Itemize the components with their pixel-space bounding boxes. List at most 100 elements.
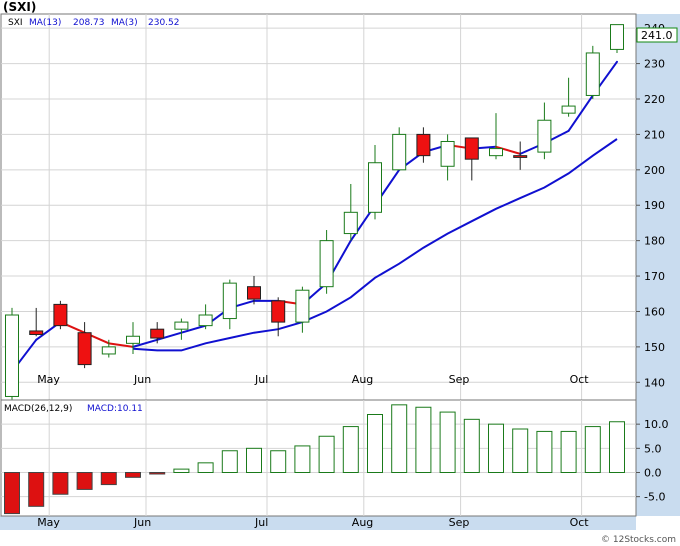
macd-label: MACD(26,12,9) <box>4 404 72 414</box>
macd-bar <box>488 423 504 473</box>
macd-bar <box>609 421 625 473</box>
macd-bar <box>246 447 262 474</box>
legend-symbol: SXI <box>8 18 23 28</box>
candle-body <box>537 119 552 153</box>
price-grid <box>1 14 636 400</box>
macd-axis-band <box>636 400 680 516</box>
legend-ma3-label: MA(3) <box>111 18 138 28</box>
price-y-ticks: 140150160170180190200210220230240 <box>636 22 665 389</box>
candle-body <box>150 328 165 339</box>
candle <box>489 113 503 160</box>
price-x-tick-label: Sep <box>449 373 470 386</box>
macd-bar <box>560 430 577 473</box>
macd-x-tick-label: Oct <box>570 516 590 529</box>
candle <box>198 304 213 330</box>
candle <box>126 322 140 354</box>
macd-x-tick-label: Jun <box>133 516 151 529</box>
price-y-tick-label: 140 <box>644 376 665 389</box>
ma3-series-segment <box>180 324 207 334</box>
candle-body <box>561 105 576 114</box>
price-y-tick-label: 220 <box>644 93 665 106</box>
macd-y-ticks: -5.0 0.0 5.0 10.0 <box>636 418 669 504</box>
candle-body <box>77 332 92 366</box>
candle <box>271 297 286 337</box>
candle-body <box>198 314 213 327</box>
candle <box>5 307 19 400</box>
price-panel-frame <box>0 13 637 401</box>
macd-bar <box>367 414 383 473</box>
macd-bar <box>4 472 20 515</box>
candle <box>150 322 165 344</box>
price-x-tick-label: Aug <box>352 373 373 386</box>
macd-x-tick-label: Sep <box>449 516 470 529</box>
price-y-tick-label: 160 <box>644 305 665 318</box>
candle-body <box>513 155 528 158</box>
candle-body <box>247 286 261 300</box>
candle-body <box>295 289 310 323</box>
candle-body <box>489 148 503 157</box>
candle <box>295 286 310 333</box>
candle-body <box>319 240 334 288</box>
candle-body <box>343 211 358 235</box>
candle-body <box>271 300 286 323</box>
candle <box>29 307 44 337</box>
candle-body <box>126 335 140 344</box>
candle <box>610 24 624 53</box>
macd-bar <box>391 404 408 474</box>
price-y-tick-label: 150 <box>644 341 665 354</box>
candle-body <box>440 140 455 167</box>
candle <box>513 141 528 170</box>
macd-bar <box>294 445 311 473</box>
macd-y-tick-label: 10.0 <box>644 418 669 431</box>
legend-ma13-label: MA(13) <box>29 18 61 28</box>
macd-x-ticks: May Jun Jul Aug Sep Oct <box>37 516 589 529</box>
macd-x-axis-band <box>0 516 636 530</box>
macd-bar <box>125 472 141 478</box>
legend-ma3-value: 230.52 <box>148 18 180 28</box>
macd-bars-layer <box>4 404 625 515</box>
candle-body <box>392 133 407 171</box>
candle <box>77 322 92 369</box>
macd-bar <box>76 472 93 490</box>
price-y-tick-label: 170 <box>644 270 665 283</box>
candle-body <box>610 24 624 50</box>
candle <box>174 318 189 340</box>
macd-bar <box>149 472 166 475</box>
macd-bar <box>197 462 214 474</box>
macd-panel-frame <box>0 399 637 517</box>
chart-title: (SXI) <box>3 0 36 14</box>
candle <box>368 145 382 220</box>
candle <box>537 102 552 160</box>
ma3-series-segment <box>156 331 183 341</box>
candle-body <box>5 314 19 397</box>
price-axis-band <box>636 14 680 400</box>
candle-body <box>174 321 189 330</box>
legend-ma13-value: 208.73 <box>73 18 105 28</box>
macd-bar <box>463 418 480 474</box>
macd-value-label: MACD:10.11 <box>87 404 143 414</box>
price-x-tick-label: Oct <box>570 373 590 386</box>
price-y-tick-label: 230 <box>644 58 665 71</box>
macd-bar <box>415 406 432 473</box>
candle <box>343 183 358 241</box>
price-x-tick-label: Jun <box>133 373 151 386</box>
price-x-tick-label: May <box>37 373 60 386</box>
last-price-badge-text: 241.0 <box>641 29 673 42</box>
last-price-badge <box>636 27 678 43</box>
candle-body <box>222 282 237 320</box>
candle-body <box>464 137 479 160</box>
price-y-tick-label: 200 <box>644 164 665 177</box>
macd-bar <box>439 411 456 474</box>
ma13-line-layer <box>132 138 618 352</box>
macd-bar <box>536 430 553 473</box>
price-y-tick-label: 180 <box>644 235 665 248</box>
candle-body <box>368 162 382 213</box>
candles-layer <box>5 24 624 400</box>
ma3-series-segment <box>132 338 159 348</box>
macd-y-tick-label: 0.0 <box>644 467 662 480</box>
candle <box>53 300 68 330</box>
candle-body <box>101 346 116 355</box>
macd-y-tick-label: -5.0 <box>644 491 665 504</box>
macd-bar <box>52 472 69 495</box>
candle <box>222 279 237 330</box>
